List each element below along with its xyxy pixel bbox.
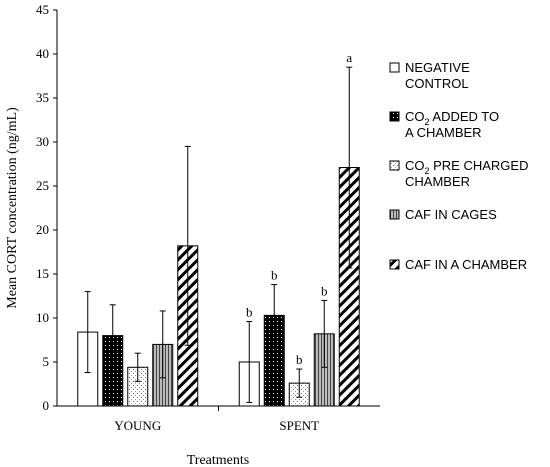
legend-label: CHAMBER xyxy=(405,174,470,189)
error-bar xyxy=(321,299,328,368)
legend-label: CO2 ADDED TO xyxy=(405,109,499,127)
legend-label-text: A CHAMBER xyxy=(405,125,482,140)
y-tick-label: 25 xyxy=(36,178,49,193)
legend-label-text: NEGATIVE xyxy=(405,60,470,75)
legend-label-rest: ADDED TO xyxy=(430,109,500,124)
legend-swatch xyxy=(389,160,400,171)
legend-label-text: CAF IN CAGES xyxy=(405,207,497,222)
legend-label-text: CHAMBER xyxy=(405,174,470,189)
y-tick-label: 45 xyxy=(36,2,49,17)
error-bar xyxy=(84,291,91,374)
significance-letter: b xyxy=(246,305,253,320)
significance-letters: b b b b a xyxy=(246,50,352,367)
legend-label-subscript: 2 xyxy=(425,117,430,127)
significance-letter: b xyxy=(296,352,303,367)
y-tick-label: 5 xyxy=(43,354,50,369)
error-bars xyxy=(84,66,353,403)
error-bar xyxy=(246,321,253,403)
error-bar xyxy=(134,352,141,382)
error-bar xyxy=(159,310,166,379)
y-tick-label: 10 xyxy=(36,310,49,325)
legend-label: CONTROL xyxy=(405,76,469,91)
significance-letter: b xyxy=(321,283,328,298)
legend-swatch xyxy=(389,62,400,73)
bars xyxy=(77,167,360,407)
legend-swatch xyxy=(389,259,400,270)
error-bar xyxy=(296,368,303,398)
error-bar xyxy=(271,284,278,347)
y-tick-label: 15 xyxy=(36,266,49,281)
legend-label: NEGATIVE xyxy=(405,60,470,75)
error-bar xyxy=(109,304,116,367)
x-ticks: YOUNG SPENT xyxy=(114,406,319,433)
legend-label-text: CAF IN A CHAMBER xyxy=(405,257,527,272)
legend-label-text: CO xyxy=(405,109,425,124)
y-tick-label: 20 xyxy=(36,222,49,237)
legend-label-text: CONTROL xyxy=(405,76,469,91)
y-axis-title: Mean CORT concentration (ng/mL) xyxy=(5,107,20,309)
legend-swatch xyxy=(389,209,400,220)
legend-label: A CHAMBER xyxy=(405,125,482,140)
error-bar xyxy=(346,66,353,269)
x-tick-label: SPENT xyxy=(279,418,319,433)
y-tick-label: 40 xyxy=(36,46,49,61)
x-tick-label: YOUNG xyxy=(114,418,161,433)
y-tick-label: 30 xyxy=(36,134,49,149)
significance-letter: b xyxy=(271,268,278,283)
legend-swatch xyxy=(389,111,400,122)
legend-label-rest: PRE CHARGED xyxy=(430,158,529,173)
x-axis-title: Treatments xyxy=(187,453,249,467)
legend-label: CAF IN A CHAMBER xyxy=(405,257,527,272)
significance-letter: a xyxy=(346,50,352,65)
legend-label: CAF IN CAGES xyxy=(405,207,497,222)
y-tick-label: 0 xyxy=(43,398,50,413)
legend-label-subscript: 2 xyxy=(425,166,430,176)
y-ticks: 0 5 10 15 20 25 30 35 40 45 xyxy=(36,2,57,413)
error-bar xyxy=(184,145,191,346)
legend-label-text: CO xyxy=(405,158,425,173)
legend-label: CO2 PRE CHARGED xyxy=(405,158,528,176)
y-tick-label: 35 xyxy=(36,90,49,105)
